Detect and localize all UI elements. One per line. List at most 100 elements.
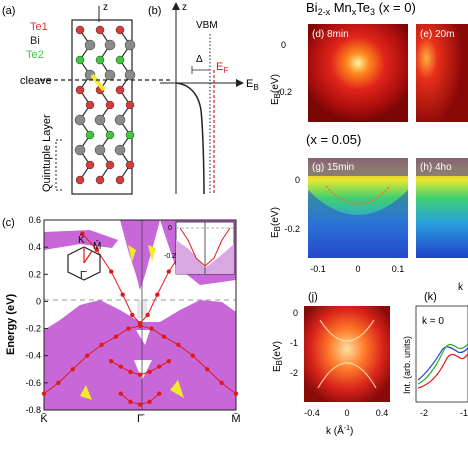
- dispersion-point: [120, 292, 125, 297]
- panel-a: (a) z Te1 Bi Te2 cleave Quintuple Layer: [2, 2, 170, 195]
- dispersion-point: [166, 269, 171, 274]
- c-frame: [43, 219, 237, 411]
- inset-tick-1: -0.2: [164, 253, 176, 260]
- c-ytick-label: -0.4: [25, 351, 41, 361]
- c-yticks: 0.6 0.4 0.2 0 -0.2 -0.4 -0.6 -0.8: [25, 215, 48, 415]
- dispersion-point: [147, 369, 152, 375]
- atom: [105, 100, 115, 110]
- dispersion-point: [99, 342, 104, 348]
- dispersion-point: [233, 391, 239, 396]
- k-ylabel: Int. (arb. units): [402, 336, 412, 394]
- quintuple-layer-label: Quintuple Layer: [41, 114, 53, 192]
- atom: [124, 69, 136, 81]
- inset-tick-0: 0: [168, 225, 172, 232]
- dispersion-point: [94, 247, 100, 253]
- brillouin-zone-inset: K̄ M̄ Γ̄: [67, 233, 101, 281]
- dispersion-point: [137, 402, 143, 407]
- atom: [85, 160, 95, 170]
- dispersion-point: [85, 353, 90, 358]
- atom: [84, 39, 96, 51]
- g-ytick-1: -0.2: [284, 224, 300, 234]
- atom: [85, 130, 95, 140]
- c-ytick-label: -0.2: [25, 324, 41, 334]
- dispersion-point: [118, 364, 124, 369]
- j-ytick-1: -1: [290, 338, 298, 348]
- bz-m-label: M̄: [93, 239, 101, 252]
- d-ylabel: EB(eV): [270, 74, 282, 105]
- atom: [124, 39, 136, 51]
- dispersion-point: [118, 391, 124, 396]
- c-ytick-label: -0.6: [25, 378, 41, 388]
- arpes-map-d: [308, 24, 408, 122]
- atom: [94, 144, 106, 156]
- legend-te1: Te1: [30, 21, 48, 33]
- k-xtick-0: -2: [420, 408, 428, 418]
- dispersion-point: [149, 326, 154, 331]
- atom: [114, 144, 126, 156]
- dispersion-point: [161, 334, 167, 339]
- atom: [95, 25, 105, 35]
- panel-h: (h) 4ho k: [416, 158, 468, 293]
- cleave-label: cleave: [20, 75, 52, 87]
- j-xlabel: k (Å-1): [326, 424, 353, 437]
- panel-e: (e) 20m: [416, 24, 468, 122]
- dispersion-point: [219, 380, 224, 386]
- condition-label-2: (x = 0.05): [306, 132, 361, 147]
- ef-label: EF: [216, 61, 228, 75]
- atom: [74, 114, 86, 126]
- atom: [85, 100, 95, 110]
- bulk-conduction-band: [120, 220, 160, 290]
- atom: [125, 160, 135, 170]
- g-xtick-2: 0.1: [392, 264, 405, 274]
- atom: [75, 55, 85, 65]
- k-xtick-1: -1: [460, 408, 468, 418]
- atom: [115, 85, 125, 95]
- bz-g-label: Γ̄: [80, 270, 88, 281]
- edc-green: [417, 343, 468, 385]
- dispersion-point: [128, 369, 133, 375]
- vbm-label: VBM: [196, 20, 218, 31]
- panel-g-label: (g) 15min: [312, 162, 354, 173]
- j-ytick-0: 0: [293, 308, 298, 318]
- dispersion-point: [166, 358, 171, 364]
- atom: [115, 175, 125, 185]
- j-ytick-2: -2: [290, 368, 298, 378]
- atom: [115, 25, 125, 35]
- dispersion-point: [145, 312, 150, 318]
- atom: [105, 130, 115, 140]
- z-label-b: z: [182, 2, 187, 13]
- panel-j: (j) 0 -1 -2 EB(eV) -0.4 0 0.4 k (Å-1): [272, 291, 390, 437]
- dispersion-point: [137, 320, 143, 326]
- arpes-map-e: [416, 24, 468, 122]
- panel-k: (k) k = 0 Int. (arb. units) -2 -1: [402, 291, 468, 418]
- dispersion-point: [128, 399, 133, 405]
- bz-k-label: K̄: [78, 233, 85, 246]
- legend-te2: Te2: [26, 49, 44, 61]
- eb-arrow: [236, 79, 244, 87]
- atom: [104, 69, 116, 81]
- quintuple-bracket: [55, 139, 62, 191]
- c-ylabel: Energy (eV): [5, 294, 17, 355]
- atom: [94, 114, 106, 126]
- atom: [115, 55, 125, 65]
- atom: [75, 25, 85, 35]
- panel-b: (b) z EB VBM EF Δ: [148, 2, 259, 195]
- dispersion-point: [109, 358, 114, 364]
- d-ytick-0: 0: [281, 40, 286, 50]
- c-xticks: K̄ Γ̄ M̄: [40, 412, 240, 425]
- atom: [104, 39, 116, 51]
- unit-cell-box: [71, 19, 133, 195]
- c-ytick-label: -0.8: [25, 405, 41, 415]
- yellow-feature: [128, 245, 136, 262]
- g-ylabel: EB(eV): [270, 207, 282, 238]
- dispersion-point: [176, 342, 181, 348]
- c-xtick-label: M̄: [231, 412, 240, 425]
- dispersion-point: [70, 367, 76, 372]
- c-ytick-label: 0.6: [28, 215, 41, 225]
- dispersion-point: [80, 231, 85, 236]
- cleave-bond: [90, 73, 106, 92]
- k-inner-label: k = 0: [422, 316, 444, 327]
- crystal-lattice: [74, 25, 136, 185]
- atom: [95, 175, 105, 185]
